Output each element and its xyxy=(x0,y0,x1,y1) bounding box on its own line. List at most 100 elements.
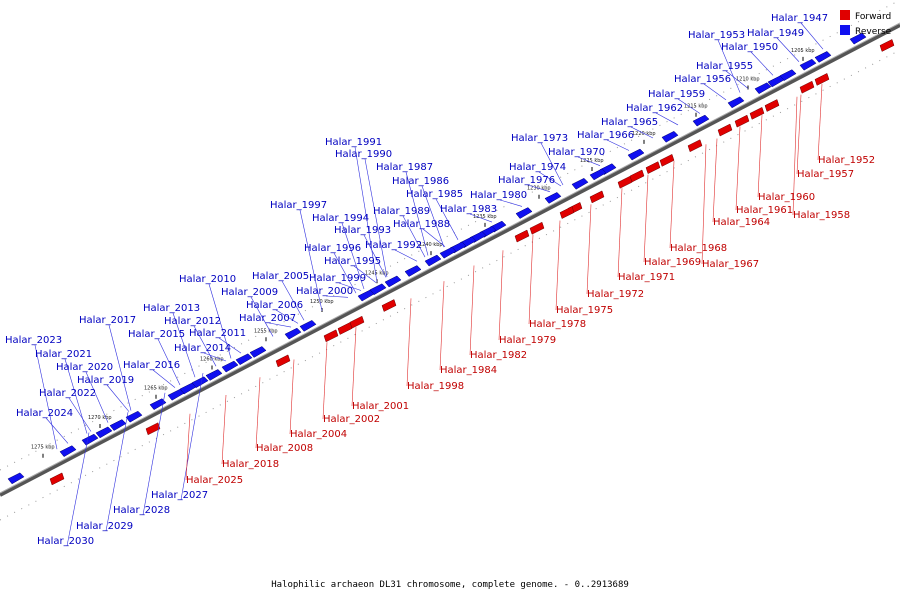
kbp-tick-label: 1215 kbp xyxy=(684,104,708,110)
forward-gene-block[interactable] xyxy=(717,123,733,137)
forward-gene-block[interactable] xyxy=(589,190,605,204)
reverse-gene-block[interactable] xyxy=(439,246,457,259)
reverse-leader-line xyxy=(353,265,377,283)
forward-gene-block[interactable] xyxy=(145,422,161,436)
kbp-tick-label: 1255 kbp xyxy=(254,328,278,334)
forward-gene-label: Halar_1964 xyxy=(713,217,770,228)
reverse-gene-block[interactable] xyxy=(249,346,267,358)
reverse-leader-line xyxy=(152,369,176,388)
forward-gene-block[interactable] xyxy=(749,106,765,120)
reverse-gene-label: Halar_1947 xyxy=(771,13,828,24)
forward-gene-label: Halar_1984 xyxy=(440,365,497,376)
reverse-gene-block[interactable] xyxy=(81,433,99,446)
reverse-gene-block[interactable] xyxy=(149,398,167,410)
forward-gene-block[interactable] xyxy=(799,80,815,94)
reverse-leader-line xyxy=(540,142,564,186)
forward-gene-block[interactable] xyxy=(617,175,633,189)
reverse-gene-label: Halar_1970 xyxy=(548,147,605,158)
kbp-tick-label: 1205 kbp xyxy=(791,48,815,54)
reverse-gene-block[interactable] xyxy=(404,265,422,277)
reverse-gene-block[interactable] xyxy=(95,426,113,439)
reverse-leader-line xyxy=(45,417,69,444)
forward-leader-line xyxy=(439,281,445,371)
forward-gene-label: Halar_1952 xyxy=(818,155,875,166)
reverse-gene-block[interactable] xyxy=(767,75,785,88)
reverse-gene-block[interactable] xyxy=(59,445,77,457)
reverse-gene-label: Halar_2015 xyxy=(128,329,185,340)
forward-gene-block[interactable] xyxy=(687,139,703,153)
forward-gene-block[interactable] xyxy=(275,354,291,368)
reverse-gene-block[interactable] xyxy=(571,177,589,190)
reverse-leader-line xyxy=(776,37,800,62)
forward-leader-line xyxy=(351,327,357,407)
reverse-gene-block[interactable] xyxy=(384,275,402,288)
reverse-gene-label: Halar_1994 xyxy=(312,213,369,224)
forward-leader-line xyxy=(255,377,261,449)
forward-gene-block[interactable] xyxy=(349,315,365,329)
forward-gene-block[interactable] xyxy=(323,329,339,343)
reverse-gene-block[interactable] xyxy=(205,369,223,381)
forward-gene-block[interactable] xyxy=(337,322,353,335)
forward-gene-block[interactable] xyxy=(645,161,661,174)
forward-gene-block[interactable] xyxy=(629,169,645,183)
forward-gene-label: Halar_1961 xyxy=(736,205,793,216)
reverse-gene-block[interactable] xyxy=(799,58,817,71)
forward-gene-block[interactable] xyxy=(814,73,830,86)
reverse-gene-label: Halar_1990 xyxy=(335,149,392,160)
reverse-gene-label: Halar_1999 xyxy=(309,273,366,284)
forward-gene-block[interactable] xyxy=(514,229,530,243)
forward-gene-block[interactable] xyxy=(559,206,575,219)
reverse-gene-label: Halar_1989 xyxy=(373,206,430,217)
reverse-leader-line xyxy=(405,171,429,256)
reverse-gene-block[interactable] xyxy=(7,472,25,485)
forward-gene-block[interactable] xyxy=(879,39,895,52)
reverse-gene-label: Halar_1986 xyxy=(392,176,449,187)
forward-leader-line xyxy=(757,115,763,198)
reverse-gene-label: Halar_2019 xyxy=(77,375,134,386)
forward-leader-line xyxy=(643,174,649,263)
reverse-gene-block[interactable] xyxy=(235,353,253,366)
reverse-gene-block[interactable] xyxy=(754,82,772,95)
reverse-gene-block[interactable] xyxy=(167,388,185,401)
gene-features xyxy=(7,32,895,486)
reverse-gene-block[interactable] xyxy=(727,96,745,109)
reverse-gene-block[interactable] xyxy=(357,289,375,302)
forward-gene-block[interactable] xyxy=(381,299,397,312)
forward-leader-line xyxy=(792,96,798,216)
forward-gene-label: Halar_1971 xyxy=(618,272,675,283)
reverse-gene-block[interactable] xyxy=(814,51,832,63)
reverse-gene-block[interactable] xyxy=(424,254,442,267)
reverse-leader-line xyxy=(180,372,204,501)
forward-gene-block[interactable] xyxy=(659,153,675,167)
reverse-gene-block[interactable] xyxy=(661,130,679,143)
forward-gene-label: Halar_1978 xyxy=(529,319,586,330)
reverse-gene-label: Halar_2010 xyxy=(179,274,236,285)
reverse-gene-label: Halar_1991 xyxy=(325,137,382,148)
reverse-gene-block[interactable] xyxy=(849,32,867,45)
reverse-gene-block[interactable] xyxy=(627,148,645,161)
reverse-gene-block[interactable] xyxy=(515,207,533,219)
forward-gene-block[interactable] xyxy=(734,114,750,128)
reverse-gene-block[interactable] xyxy=(692,114,710,127)
reverse-gene-block[interactable] xyxy=(544,192,562,204)
forward-leader-line xyxy=(555,220,561,311)
reverse-gene-label: Halar_2022 xyxy=(39,388,96,399)
forward-gene-label: Halar_1968 xyxy=(670,243,727,254)
kbp-tick-label: 1230 kbp xyxy=(527,186,551,192)
reverse-gene-block[interactable] xyxy=(125,410,143,423)
reverse-gene-label: Halar_1993 xyxy=(334,225,391,236)
reverse-leader-line xyxy=(538,171,562,187)
reverse-gene-block[interactable] xyxy=(589,168,607,181)
forward-gene-label: Halar_1958 xyxy=(793,210,850,221)
reverse-leader-line xyxy=(750,51,774,76)
forward-gene-block[interactable] xyxy=(49,472,65,486)
reverse-gene-block[interactable] xyxy=(284,327,302,340)
legend-reverse-swatch xyxy=(840,25,850,35)
reverse-gene-block[interactable] xyxy=(299,320,317,332)
reverse-gene-block[interactable] xyxy=(221,360,239,373)
reverse-leader-line xyxy=(105,412,129,532)
forward-gene-block[interactable] xyxy=(764,99,780,112)
reverse-leader-line xyxy=(402,215,426,258)
legend-reverse-label: Reverse xyxy=(855,27,892,37)
forward-gene-block[interactable] xyxy=(529,221,545,235)
